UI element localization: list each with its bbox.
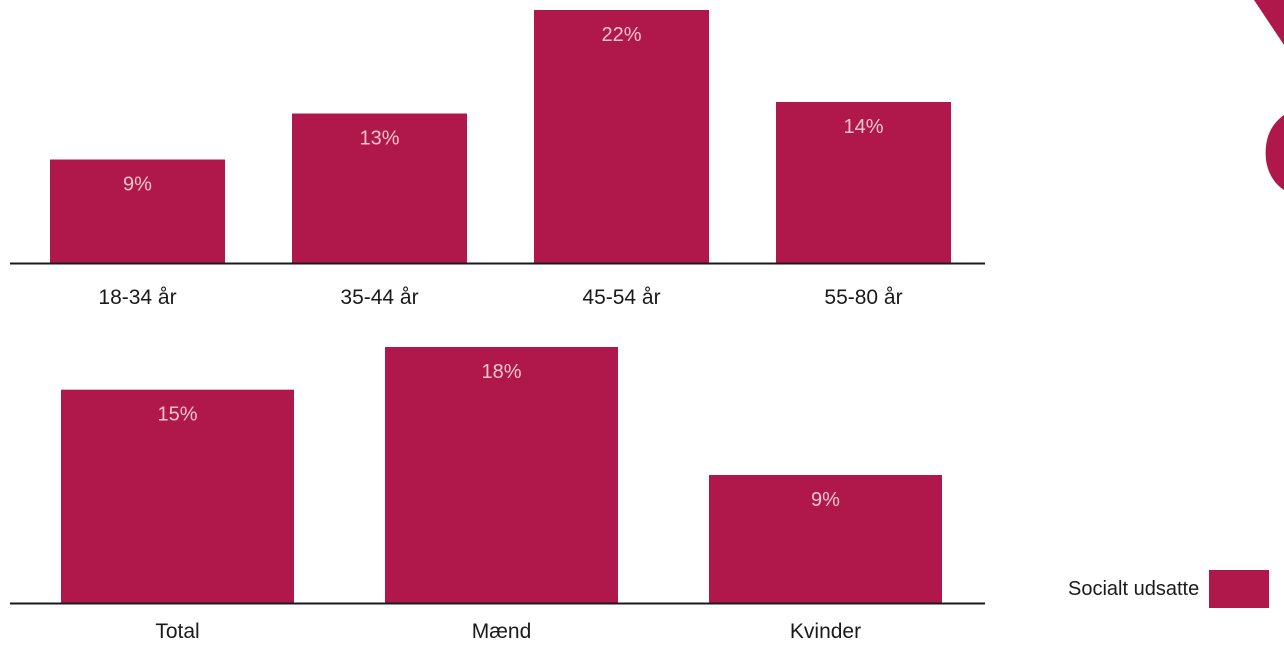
logo-fragment-curve <box>1265 115 1284 190</box>
bar-value-label: 15% <box>157 404 197 426</box>
category-label: 55-80 år <box>824 286 902 309</box>
logo-fragment-top <box>1254 0 1284 45</box>
bar <box>385 347 618 603</box>
category-label: 35-44 år <box>340 286 418 309</box>
bar <box>61 389 294 603</box>
bar <box>709 475 942 603</box>
chart-2: 15% Total 18% Mænd 9% Kvinder <box>10 347 985 643</box>
bar-value-label: 18% <box>481 361 521 383</box>
bar <box>50 159 225 263</box>
bar <box>534 10 709 263</box>
decorative-logo-fragment <box>1254 0 1284 190</box>
category-label: 18-34 år <box>98 286 176 309</box>
category-label: Mænd <box>472 620 532 643</box>
bar-value-label: 9% <box>123 174 152 196</box>
category-label: Total <box>155 620 199 643</box>
legend: Socialt udsatte <box>1068 570 1270 608</box>
legend-label: Socialt udsatte <box>1068 577 1200 600</box>
category-label: 45-54 år <box>582 286 660 309</box>
legend-swatch <box>1209 570 1270 608</box>
bar-value-label: 9% <box>811 489 840 511</box>
bar-value-label: 14% <box>843 116 883 138</box>
category-label: Kvinder <box>790 620 861 643</box>
chart-1: 9% 18-34 år 13% 35-44 år 22% 45-54 år 14% 55-80… <box>10 10 985 309</box>
bar-value-label: 13% <box>359 128 399 150</box>
bar-value-label: 22% <box>601 24 641 46</box>
bar <box>776 102 951 263</box>
bar <box>292 113 467 263</box>
